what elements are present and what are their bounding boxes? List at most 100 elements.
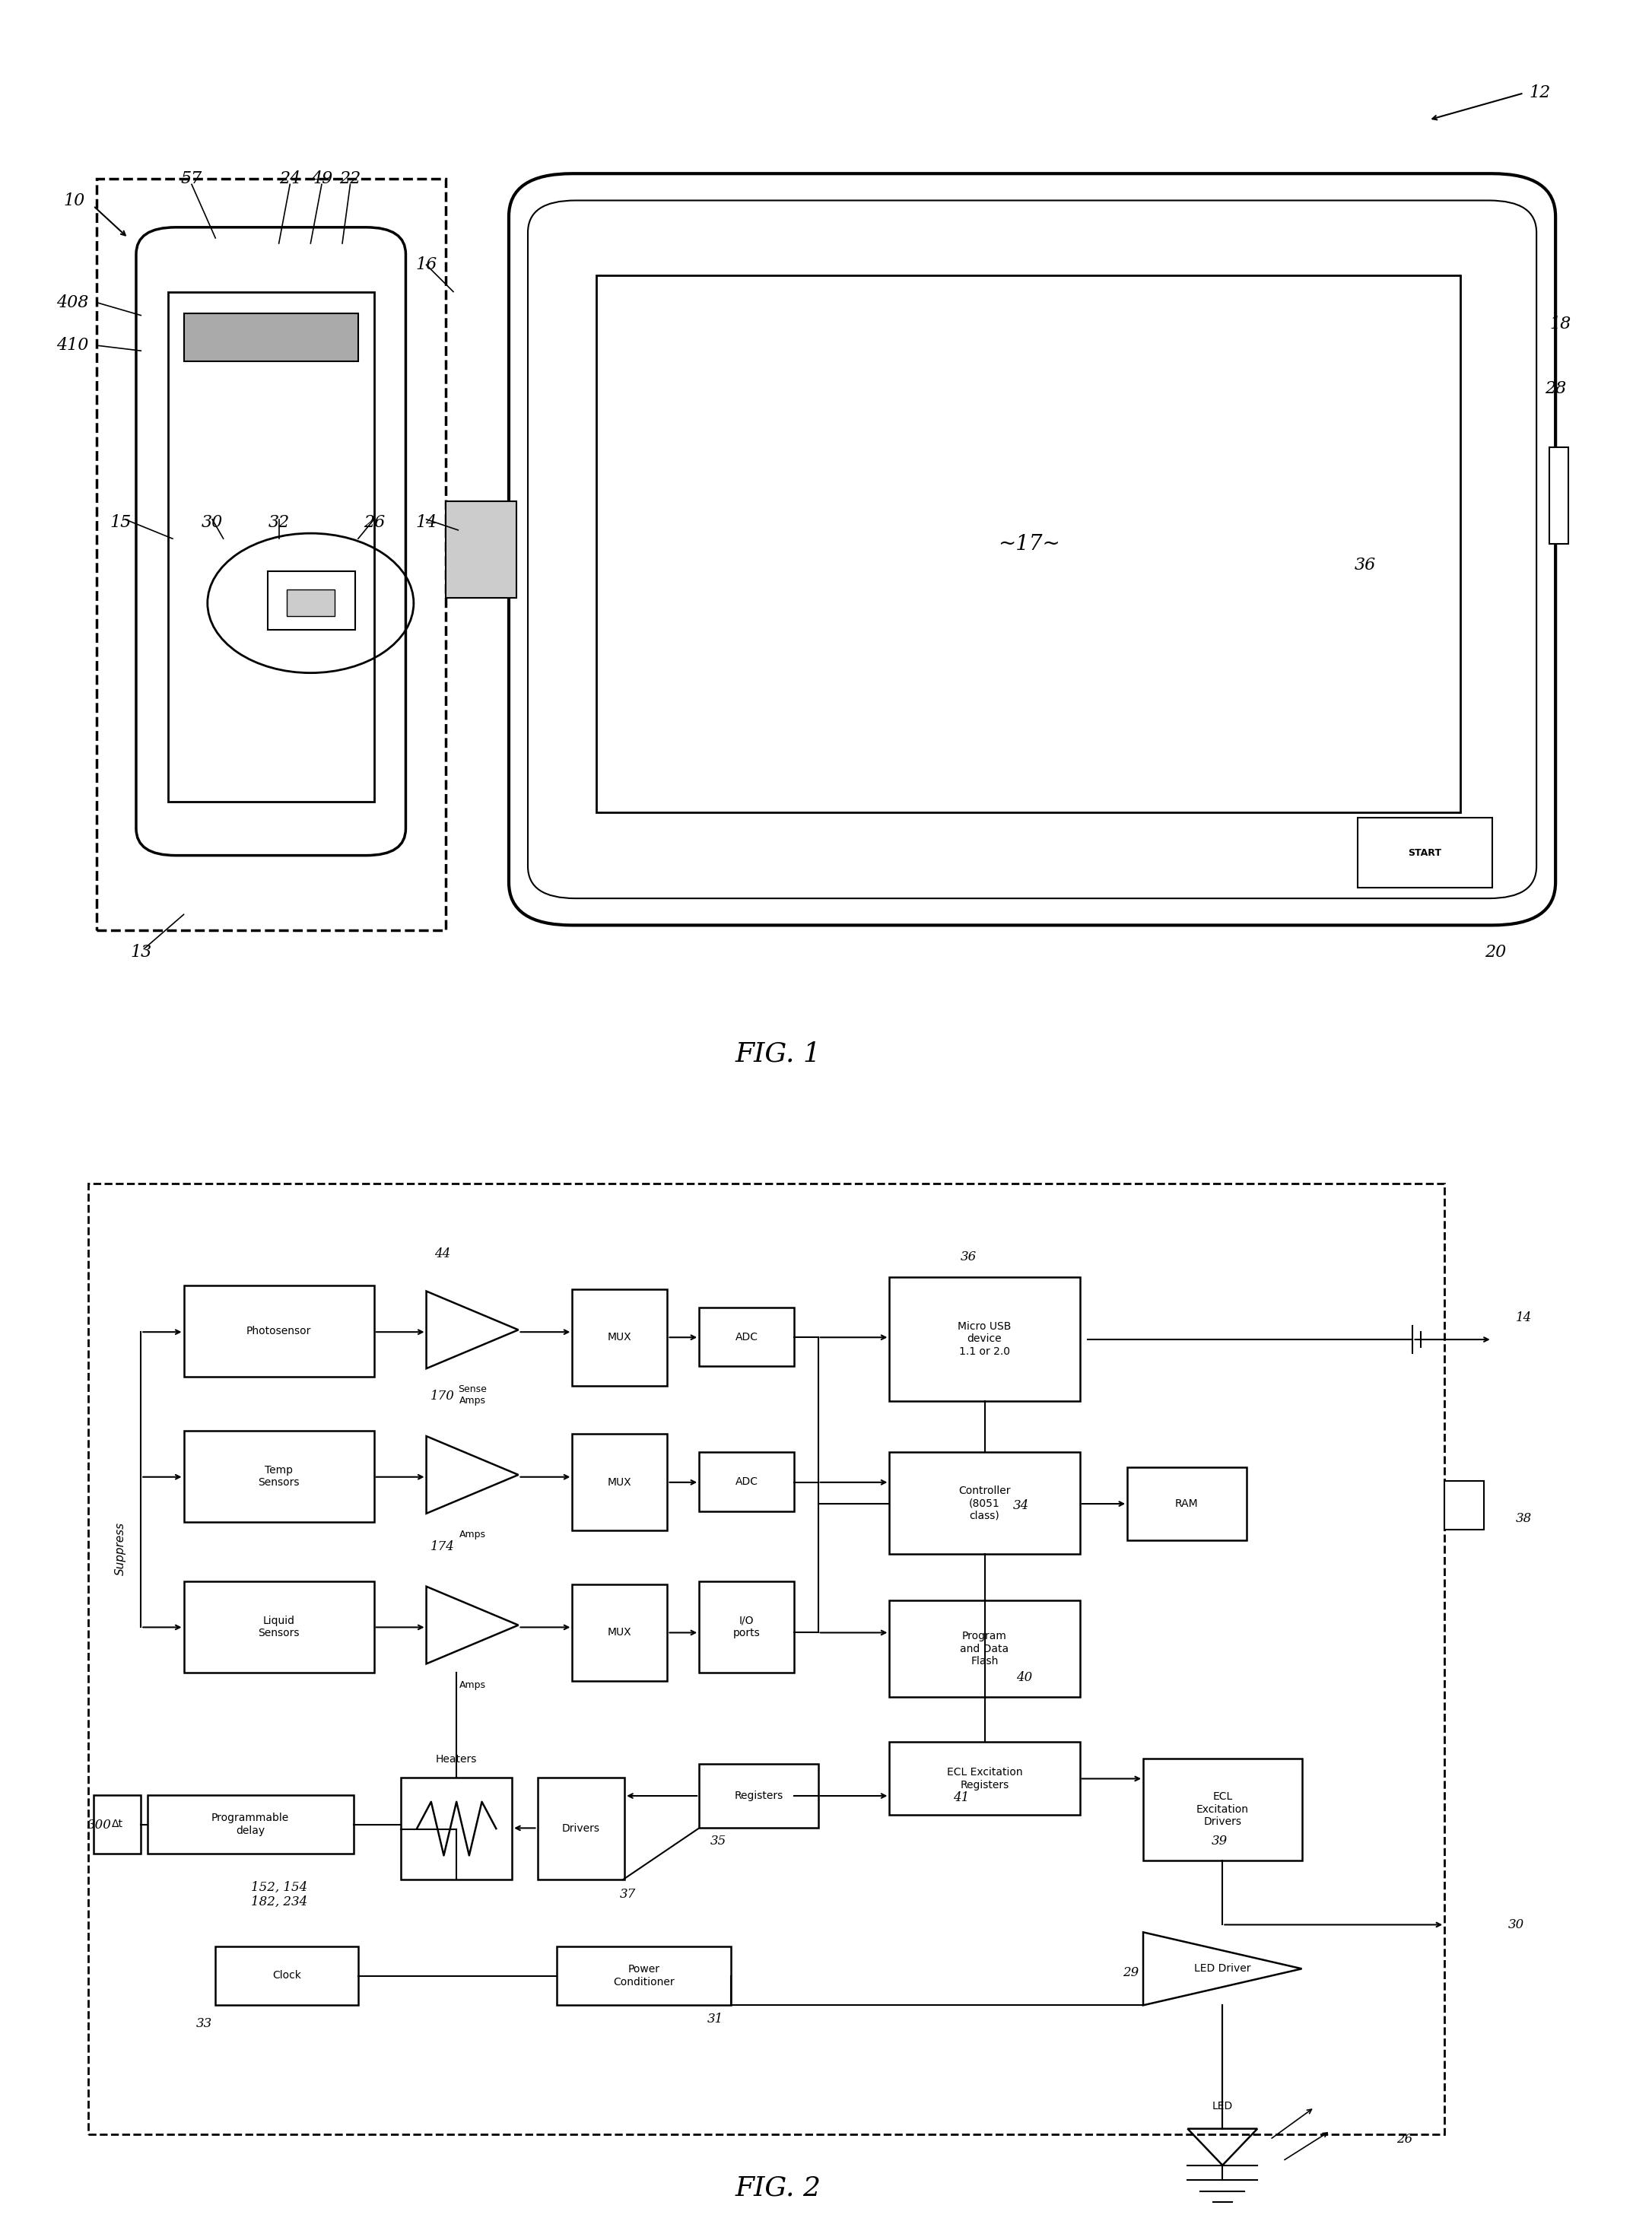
Bar	[699, 1582, 795, 1673]
Text: 14: 14	[416, 515, 438, 530]
Text: Liquid
Sensors: Liquid Sensors	[258, 1615, 299, 1637]
Bar	[699, 1452, 795, 1512]
Text: Amps: Amps	[459, 1680, 486, 1689]
Text: Registers: Registers	[733, 1790, 783, 1801]
Bar	[446, 501, 517, 597]
Text: LED Driver: LED Driver	[1194, 1964, 1251, 1973]
Text: 36: 36	[1355, 557, 1376, 575]
Bar	[1550, 447, 1568, 544]
Text: 15: 15	[109, 515, 131, 530]
Bar	[183, 1582, 373, 1673]
Text: Temp
Sensors: Temp Sensors	[258, 1465, 299, 1488]
Text: 170: 170	[430, 1389, 454, 1403]
Text: 10: 10	[63, 192, 84, 208]
Text: 408: 408	[56, 293, 89, 311]
Text: 152, 154
182, 234: 152, 154 182, 234	[251, 1881, 307, 1908]
Bar	[889, 1277, 1080, 1400]
Text: ~17~: ~17~	[998, 535, 1061, 555]
Text: 41: 41	[953, 1792, 968, 1805]
Bar	[401, 1778, 512, 1879]
Bar	[183, 1432, 373, 1521]
Text: Program
and Data
Flash: Program and Data Flash	[960, 1631, 1009, 1667]
Bar	[699, 1763, 818, 1828]
Text: LED: LED	[1213, 2101, 1232, 2112]
Text: 22: 22	[339, 170, 362, 188]
Text: ECL
Excitation
Drivers: ECL Excitation Drivers	[1196, 1792, 1249, 1828]
Text: 35: 35	[710, 1834, 727, 1848]
Text: 20: 20	[1485, 944, 1507, 960]
Bar	[572, 1434, 667, 1530]
Bar	[1358, 819, 1492, 888]
Text: 14: 14	[1517, 1311, 1531, 1324]
Text: ECL Excitation
Registers: ECL Excitation Registers	[947, 1767, 1023, 1790]
Text: Power
Conditioner: Power Conditioner	[613, 1964, 674, 1986]
Text: 57: 57	[180, 170, 203, 188]
Text: 28: 28	[1545, 380, 1566, 396]
Text: 26: 26	[1398, 2134, 1412, 2145]
Polygon shape	[1143, 1933, 1302, 2004]
Bar	[572, 1289, 667, 1385]
Text: 44: 44	[434, 1248, 451, 1259]
Text: 16: 16	[416, 257, 438, 273]
Text: I/O
ports: I/O ports	[733, 1615, 760, 1637]
Text: FIG. 1: FIG. 1	[735, 1040, 821, 1067]
Bar	[96, 179, 446, 931]
Text: 39: 39	[1211, 1834, 1227, 1848]
Text: 300: 300	[88, 1819, 112, 1832]
Text: 49: 49	[311, 170, 332, 188]
Text: 31: 31	[707, 2013, 724, 2027]
Text: 174: 174	[430, 1541, 454, 1552]
Bar	[268, 570, 355, 631]
Text: 12: 12	[1528, 85, 1551, 101]
Bar	[889, 1452, 1080, 1555]
Text: 13: 13	[131, 944, 152, 960]
Text: 30: 30	[1508, 1919, 1523, 1931]
Text: Suppress: Suppress	[114, 1521, 126, 1575]
Text: MUX: MUX	[608, 1626, 631, 1637]
Text: Controller
(8051
class): Controller (8051 class)	[958, 1485, 1011, 1521]
Bar	[215, 1946, 358, 2004]
Bar	[287, 588, 334, 615]
Text: 410: 410	[56, 338, 89, 353]
Bar	[557, 1946, 730, 2004]
Polygon shape	[426, 1436, 519, 1514]
Bar	[169, 291, 373, 801]
Text: 26: 26	[363, 515, 385, 530]
Bar	[596, 275, 1460, 812]
Text: FIG. 2: FIG. 2	[735, 2174, 821, 2201]
Bar	[89, 1183, 1444, 2134]
Text: Drivers: Drivers	[562, 1823, 600, 1834]
Text: 36: 36	[961, 1250, 976, 1264]
Bar	[572, 1584, 667, 1680]
Text: ADC: ADC	[735, 1331, 758, 1342]
Bar	[183, 1286, 373, 1378]
Text: 24: 24	[279, 170, 301, 188]
Bar	[699, 1306, 795, 1367]
Text: 18: 18	[1550, 315, 1571, 333]
Bar	[147, 1794, 354, 1854]
Bar	[1127, 1467, 1246, 1541]
Text: Clock: Clock	[273, 1971, 301, 1982]
Text: 34: 34	[1013, 1499, 1029, 1512]
Bar	[537, 1778, 624, 1879]
Text: 37: 37	[620, 1888, 636, 1901]
Text: 38: 38	[1517, 1512, 1531, 1526]
Text: ADC: ADC	[735, 1476, 758, 1488]
Text: Δt: Δt	[111, 1819, 122, 1830]
Text: 30: 30	[202, 515, 223, 530]
Bar	[93, 1794, 140, 1854]
Text: 29: 29	[1122, 1966, 1138, 1980]
Bar	[889, 1743, 1080, 1814]
Bar	[889, 1599, 1080, 1698]
Bar	[1143, 1758, 1302, 1861]
Text: Programmable
delay: Programmable delay	[211, 1812, 289, 1837]
Text: Amps: Amps	[459, 1530, 486, 1539]
Text: Heaters: Heaters	[436, 1754, 477, 1765]
Polygon shape	[426, 1291, 519, 1369]
Text: 32: 32	[268, 515, 289, 530]
Text: RAM: RAM	[1175, 1499, 1198, 1510]
Text: MUX: MUX	[608, 1476, 631, 1488]
Text: Micro USB
device
1.1 or 2.0: Micro USB device 1.1 or 2.0	[958, 1322, 1011, 1356]
Text: START: START	[1408, 848, 1442, 857]
Text: 33: 33	[197, 2018, 213, 2029]
